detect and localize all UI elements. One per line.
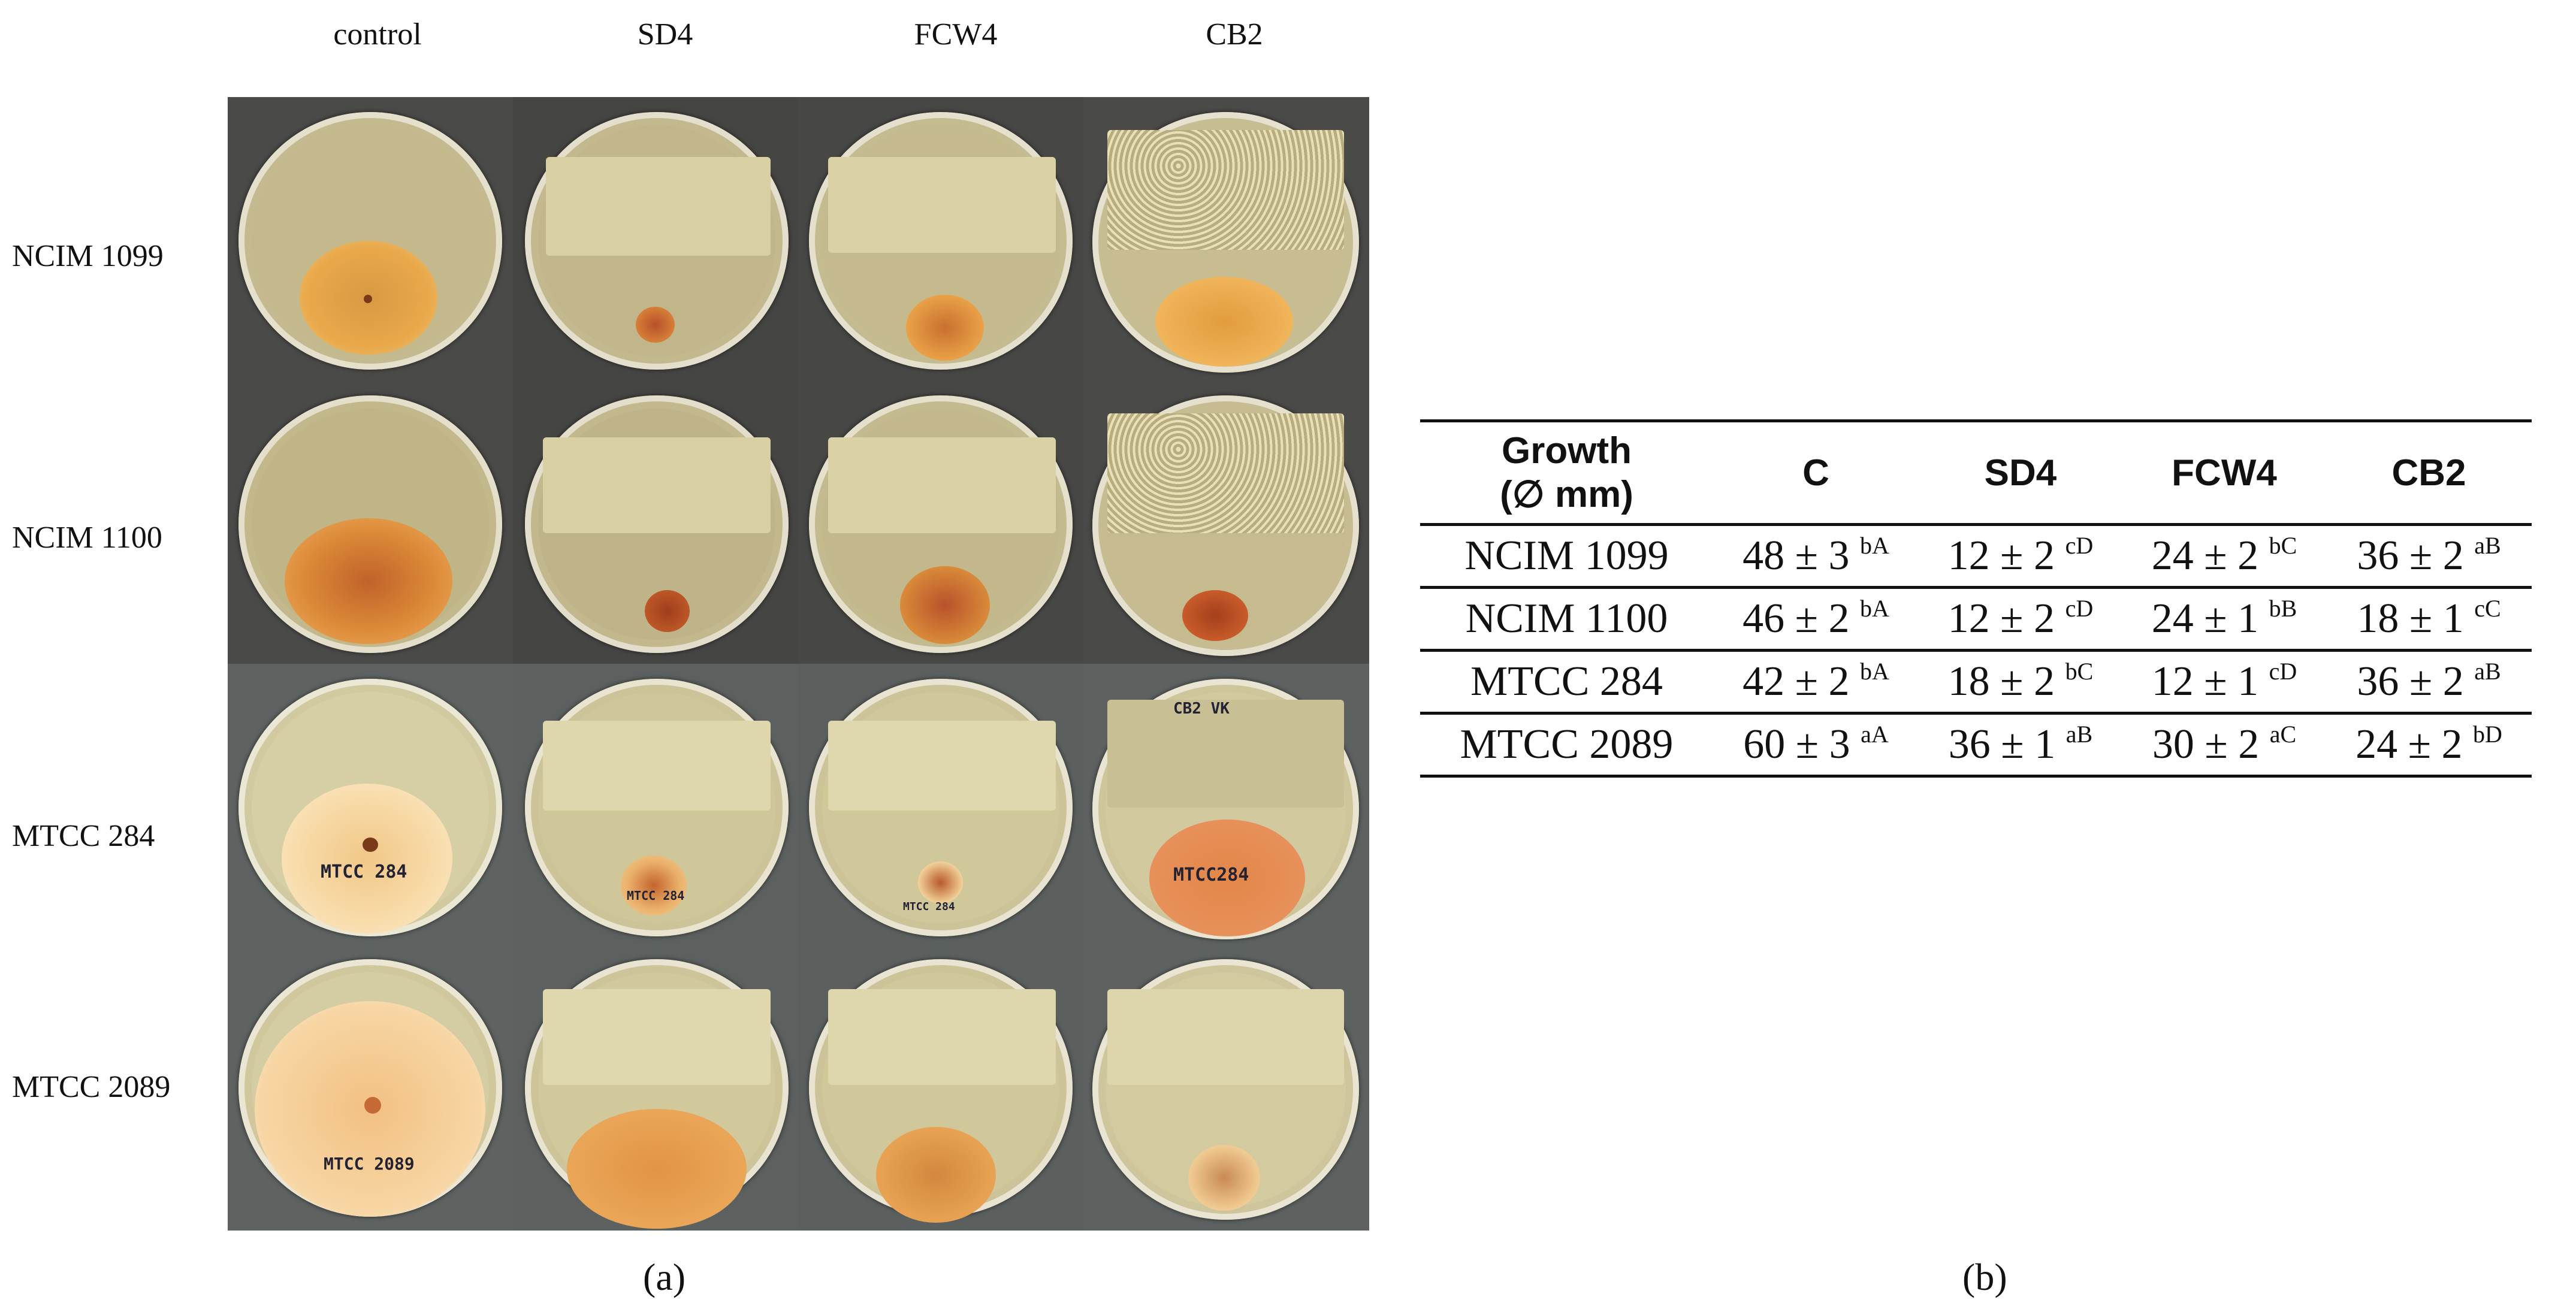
- bacterial-streak: [1107, 989, 1344, 1085]
- bacterial-streak: [546, 157, 771, 256]
- column-header-fcw4: FCW4: [914, 17, 998, 52]
- cell-cb2: 36 ± 2 aB: [2357, 658, 2501, 705]
- row-label: MTCC 2089: [1460, 721, 1674, 767]
- plate-label-top: CB2 VK: [1173, 700, 1230, 718]
- cell-fcw4: 12 ± 1 cD: [2151, 658, 2297, 705]
- fungal-colony: [282, 784, 452, 933]
- plate-label: MTCC 2089: [324, 1154, 415, 1174]
- header-sd4: SD4: [1984, 452, 2057, 494]
- plate-label: MTCC 284: [321, 861, 407, 882]
- column-header-control: control: [333, 17, 422, 52]
- fungal-colony: [285, 518, 452, 644]
- header-cb2: CB2: [2391, 452, 2466, 494]
- plate-ncim1099-fcw4: [798, 97, 1083, 380]
- row-header-ncim-1100: NCIM 1100: [12, 521, 162, 555]
- bacterial-streak: [543, 437, 771, 533]
- bacterial-streak: [828, 721, 1056, 811]
- plate-ncim1100-control: [228, 380, 513, 664]
- bacterial-streak: [828, 437, 1056, 533]
- plate-ncim1099-control: [228, 97, 513, 380]
- header-c: C: [1802, 452, 1829, 494]
- cell-c: 42 ± 2 bA: [1743, 658, 1889, 705]
- cell-c: 46 ± 2 bA: [1743, 595, 1889, 642]
- cell-cb2: 24 ± 2 bD: [2355, 721, 2502, 767]
- plate-ncim1099-cb2: [1083, 97, 1369, 380]
- cell-c: 48 ± 3 bA: [1743, 532, 1889, 579]
- row-label: NCIM 1100: [1465, 595, 1668, 642]
- plate-label: MTCC 284: [903, 900, 955, 913]
- fungal-colony: [1155, 277, 1293, 367]
- header-growth: Growth (∅ mm): [1500, 430, 1633, 515]
- row-label: NCIM 1099: [1464, 533, 1669, 579]
- cell-fcw4: 24 ± 2 bC: [2151, 532, 2297, 579]
- plate-mtcc2089-fcw4: [798, 947, 1083, 1231]
- row-label: MTCC 284: [1470, 658, 1663, 705]
- caption-a: (a): [643, 1256, 686, 1298]
- plate-ncim1099-sd4: [513, 97, 798, 380]
- table-row: NCIM 1100 46 ± 2 bA 12 ± 2 cD 24 ± 1 bB …: [1420, 588, 2532, 651]
- petri-dish-photo-grid: MTCC 284 MTCC 284 MTCC 284 CB2 VK MTCC28…: [228, 97, 1369, 1231]
- bacterial-streak: [543, 721, 771, 811]
- row-header-mtcc-2089: MTCC 2089: [12, 1070, 171, 1104]
- bacterial-streak: [1107, 700, 1344, 808]
- cell-c: 60 ± 3 aA: [1743, 721, 1889, 767]
- cell-fcw4: 30 ± 2 aC: [2152, 721, 2297, 767]
- bacterial-streak: [828, 989, 1056, 1085]
- fungal-colony: [1182, 590, 1248, 641]
- plate-label: MTCC 284: [627, 888, 685, 903]
- row-header-ncim-1099: NCIM 1099: [12, 239, 164, 273]
- fungal-colony: [918, 861, 963, 903]
- plate-ncim1100-fcw4: [798, 380, 1083, 664]
- fungal-colony: [636, 307, 675, 343]
- fungal-colony: [876, 1127, 996, 1223]
- plate-mtcc284-sd4: MTCC 284: [513, 664, 798, 947]
- row-header-mtcc-284: MTCC 284: [12, 819, 155, 853]
- cell-cb2: 36 ± 2 aB: [2357, 532, 2501, 579]
- fungal-colony: [645, 590, 690, 632]
- column-header-sd4: SD4: [637, 17, 693, 52]
- table-row: MTCC 284 42 ± 2 bA 18 ± 2 bC 12 ± 1 cD 3…: [1420, 651, 2532, 714]
- fungal-colony: [906, 295, 984, 361]
- cell-sd4: 18 ± 2 bC: [1947, 658, 2094, 705]
- fungal-colony: [621, 855, 687, 915]
- bacterial-streak: [828, 157, 1056, 253]
- plate-mtcc284-fcw4: MTCC 284: [798, 664, 1083, 947]
- fungal-colony: [900, 566, 990, 644]
- cell-cb2: 18 ± 1 cC: [2357, 595, 2501, 642]
- cell-sd4: 12 ± 2 cD: [1947, 595, 2094, 642]
- growth-diameter-table: Growth (∅ mm) C SD4 FCW4 CB2 NCIM 1099 4…: [1420, 419, 2532, 778]
- plate-ncim1100-cb2: [1083, 380, 1369, 664]
- plate-mtcc2089-control: MTCC 2089: [228, 947, 513, 1231]
- bacterial-streak: [1107, 413, 1344, 533]
- plate-mtcc2089-sd4: [513, 947, 798, 1231]
- bacterial-streak: [1107, 130, 1344, 250]
- header-fcw4: FCW4: [2172, 452, 2277, 494]
- fungal-colony: [567, 1109, 747, 1229]
- fungal-colony: [1149, 820, 1305, 936]
- plate-ncim1100-sd4: [513, 380, 798, 664]
- bacterial-streak: [543, 989, 771, 1085]
- table-header-row: Growth (∅ mm) C SD4 FCW4 CB2: [1420, 421, 2532, 525]
- caption-b: (b): [1962, 1256, 2007, 1298]
- plate-mtcc284-control: MTCC 284: [228, 664, 513, 947]
- cell-fcw4: 24 ± 1 bB: [2151, 595, 2297, 642]
- cell-sd4: 12 ± 2 cD: [1947, 532, 2094, 579]
- plate-mtcc284-cb2: CB2 VK MTCC284: [1083, 664, 1369, 947]
- table-row: NCIM 1099 48 ± 3 bA 12 ± 2 cD 24 ± 2 bC …: [1420, 525, 2532, 588]
- plate-label: MTCC284: [1173, 864, 1249, 885]
- fungal-colony: [1188, 1145, 1260, 1211]
- cell-sd4: 36 ± 1 aB: [1948, 721, 2093, 767]
- column-header-cb2: CB2: [1206, 17, 1263, 52]
- table-row: MTCC 2089 60 ± 3 aA 36 ± 1 aB 30 ± 2 aC …: [1420, 714, 2532, 776]
- plate-mtcc2089-cb2: [1083, 947, 1369, 1231]
